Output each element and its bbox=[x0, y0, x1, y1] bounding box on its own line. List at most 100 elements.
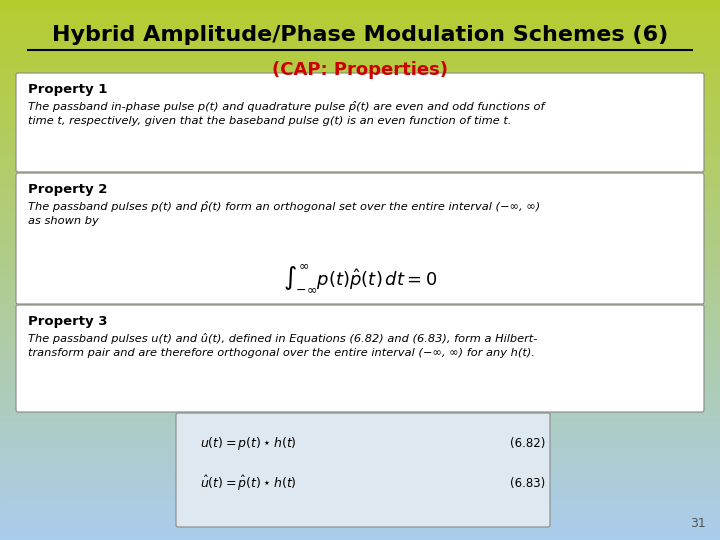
Bar bbox=[0, 521, 720, 524]
Bar bbox=[0, 59, 720, 62]
Bar bbox=[0, 86, 720, 89]
Bar bbox=[0, 259, 720, 262]
Bar bbox=[0, 148, 720, 151]
Bar bbox=[0, 421, 720, 424]
Bar bbox=[0, 294, 720, 297]
Bar bbox=[0, 76, 720, 78]
Text: Property 3: Property 3 bbox=[28, 315, 107, 328]
Bar bbox=[0, 216, 720, 219]
Bar bbox=[0, 124, 720, 127]
Bar bbox=[0, 359, 720, 362]
Bar bbox=[0, 205, 720, 208]
Bar bbox=[0, 418, 720, 421]
Text: (CAP: Properties): (CAP: Properties) bbox=[272, 61, 448, 79]
Bar bbox=[0, 49, 720, 51]
Bar bbox=[0, 3, 720, 5]
Bar bbox=[0, 475, 720, 478]
Bar bbox=[0, 332, 720, 335]
FancyBboxPatch shape bbox=[16, 305, 704, 412]
Bar bbox=[0, 513, 720, 516]
Bar bbox=[0, 467, 720, 470]
Text: The passband pulses u(t) and û(t), defined in Equations (6.82) and (6.83), form : The passband pulses u(t) and û(t), defin… bbox=[28, 333, 537, 359]
Bar bbox=[0, 165, 720, 167]
Bar bbox=[0, 35, 720, 38]
Bar bbox=[0, 24, 720, 27]
Bar bbox=[0, 300, 720, 302]
Bar bbox=[0, 526, 720, 529]
Bar bbox=[0, 38, 720, 40]
Bar bbox=[0, 256, 720, 259]
Bar bbox=[0, 446, 720, 448]
Bar bbox=[0, 27, 720, 30]
Bar bbox=[0, 354, 720, 356]
Bar bbox=[0, 275, 720, 278]
Bar bbox=[0, 62, 720, 65]
Bar bbox=[0, 14, 720, 16]
Bar bbox=[0, 254, 720, 256]
Bar bbox=[0, 135, 720, 138]
Text: The passband pulses p(t) and p̂(t) form an orthogonal set over the entire interv: The passband pulses p(t) and p̂(t) form … bbox=[28, 201, 540, 226]
Bar bbox=[0, 370, 720, 373]
Bar bbox=[0, 103, 720, 105]
Bar bbox=[0, 192, 720, 194]
Text: The passband in-phase pulse p(t) and quadrature pulse p̂(t) are even and odd fun: The passband in-phase pulse p(t) and qua… bbox=[28, 101, 544, 126]
Text: Property 1: Property 1 bbox=[28, 83, 107, 96]
Bar bbox=[0, 181, 720, 184]
Bar bbox=[0, 389, 720, 392]
Bar bbox=[0, 186, 720, 189]
FancyBboxPatch shape bbox=[176, 413, 550, 527]
Bar bbox=[0, 316, 720, 319]
Bar bbox=[0, 310, 720, 313]
Bar bbox=[0, 335, 720, 338]
Bar bbox=[0, 470, 720, 472]
Bar bbox=[0, 78, 720, 81]
Text: Property 2: Property 2 bbox=[28, 183, 107, 196]
Bar bbox=[0, 81, 720, 84]
Bar bbox=[0, 116, 720, 119]
Bar bbox=[0, 40, 720, 43]
Bar bbox=[0, 424, 720, 427]
Bar bbox=[0, 410, 720, 413]
FancyBboxPatch shape bbox=[16, 73, 704, 172]
Bar bbox=[0, 286, 720, 289]
Bar bbox=[0, 54, 720, 57]
Bar bbox=[0, 392, 720, 394]
Bar bbox=[0, 321, 720, 324]
Bar bbox=[0, 437, 720, 440]
Bar bbox=[0, 313, 720, 316]
Bar bbox=[0, 491, 720, 494]
Bar bbox=[0, 338, 720, 340]
Bar bbox=[0, 184, 720, 186]
Bar bbox=[0, 327, 720, 329]
Bar bbox=[0, 105, 720, 108]
Bar bbox=[0, 213, 720, 216]
Bar bbox=[0, 440, 720, 443]
Bar bbox=[0, 208, 720, 211]
Bar bbox=[0, 227, 720, 229]
Bar bbox=[0, 194, 720, 197]
Bar bbox=[0, 65, 720, 68]
Bar bbox=[0, 472, 720, 475]
Bar bbox=[0, 159, 720, 162]
Bar bbox=[0, 351, 720, 354]
Bar bbox=[0, 510, 720, 513]
Bar bbox=[0, 373, 720, 375]
Bar bbox=[0, 97, 720, 100]
Bar bbox=[0, 537, 720, 540]
Bar bbox=[0, 173, 720, 176]
Bar bbox=[0, 356, 720, 359]
Bar bbox=[0, 532, 720, 535]
Bar bbox=[0, 243, 720, 246]
Bar bbox=[0, 367, 720, 370]
Text: (6.82): (6.82) bbox=[510, 436, 545, 449]
Bar bbox=[0, 100, 720, 103]
Bar bbox=[0, 383, 720, 386]
Bar bbox=[0, 73, 720, 76]
Bar bbox=[0, 427, 720, 429]
Bar bbox=[0, 189, 720, 192]
Bar bbox=[0, 162, 720, 165]
Bar bbox=[0, 489, 720, 491]
Bar bbox=[0, 84, 720, 86]
Bar bbox=[0, 51, 720, 54]
Bar bbox=[0, 111, 720, 113]
